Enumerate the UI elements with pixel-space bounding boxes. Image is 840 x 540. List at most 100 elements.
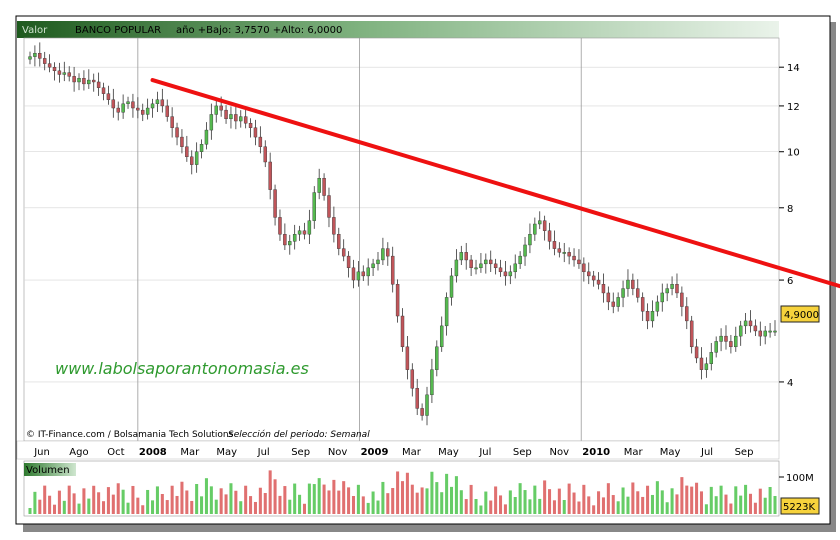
volume-bar [415, 492, 419, 514]
volume-bar [366, 502, 370, 514]
header-valor-label: Valor [22, 25, 48, 36]
candle-body [390, 255, 395, 285]
volume-bar [425, 488, 429, 514]
volume-bar [52, 504, 57, 514]
volume-bar [611, 495, 615, 514]
volume-bar [195, 484, 199, 514]
volume-bar [327, 490, 331, 514]
volume-bar [77, 503, 81, 514]
volume-bar [597, 491, 601, 514]
candle-body [371, 263, 375, 269]
candle-body [180, 136, 184, 147]
x-month-label: May [216, 447, 237, 458]
volume-bar [204, 478, 208, 514]
candle-body [278, 217, 282, 235]
volume-bar [592, 505, 596, 514]
x-month-label: Oct [107, 447, 124, 458]
candle-body [567, 252, 571, 257]
header-ticker: BANCO POPULAR [75, 25, 161, 36]
volume-scale-label: 100M [786, 473, 814, 484]
candle-body [175, 127, 179, 138]
volume-bar [636, 491, 640, 514]
volume-bar [753, 502, 757, 514]
candle-body [493, 263, 498, 269]
candle-body [577, 259, 581, 265]
candle-body [351, 267, 356, 281]
volume-bar [685, 485, 689, 514]
candle-body [52, 66, 57, 72]
candle-body [38, 53, 42, 59]
volume-bar [675, 494, 679, 514]
candle-body [415, 388, 419, 409]
volume-bar [356, 484, 360, 514]
volume-label-box [24, 463, 76, 476]
volume-bar [317, 478, 321, 514]
candle-body [734, 335, 738, 348]
x-year-label: 2009 [361, 447, 389, 458]
volume-last-value: 5223K [783, 502, 815, 513]
candle-body [346, 255, 351, 269]
candle-body [601, 284, 606, 294]
volume-bar [381, 481, 385, 514]
y-tick-label: 12 [787, 102, 800, 113]
candle-body [430, 369, 434, 396]
candle-body [645, 311, 650, 322]
candle-body [650, 311, 655, 322]
volume-bar [454, 476, 458, 514]
candle-body [131, 101, 135, 109]
candle-body [518, 255, 522, 265]
volume-bar [430, 471, 434, 514]
candle-body [665, 288, 669, 294]
candle-body [386, 248, 390, 257]
candle-body [395, 284, 400, 317]
volume-bar [371, 491, 375, 514]
volume-bar [562, 500, 566, 514]
volume-bar [391, 488, 395, 514]
volume-bar [464, 499, 468, 514]
candle-body [126, 101, 130, 105]
x-month-label: May [438, 447, 459, 458]
volume-bar [680, 477, 684, 514]
candle-body [145, 107, 150, 115]
volume-bar [567, 483, 571, 514]
candle-body [297, 230, 302, 235]
volume-bar [298, 494, 302, 514]
candle-body [655, 301, 660, 312]
volume-bar [503, 504, 507, 514]
volume-bar [361, 496, 365, 514]
volume-bar [660, 490, 664, 514]
volume-bar [239, 501, 243, 514]
candle-body [327, 195, 331, 218]
volume-bar [690, 486, 694, 514]
candle-body [582, 263, 586, 273]
candle-body [479, 263, 483, 269]
candle-body [503, 271, 508, 277]
x-month-label: Jul [478, 447, 491, 458]
candle-body [670, 284, 674, 289]
watermark-url: www.labolsaporantonomasia.es [55, 359, 309, 378]
volume-bar [518, 483, 522, 514]
candle-body [214, 105, 218, 115]
candle-body [626, 279, 630, 289]
candle-body [606, 292, 611, 303]
candle-body [542, 220, 547, 231]
x-month-label: Sep [513, 447, 532, 458]
volume-bar [200, 496, 204, 514]
candle-body [449, 275, 454, 298]
candle-body [405, 346, 410, 370]
volume-bar [513, 497, 517, 514]
volume-bar [67, 485, 71, 514]
volume-bar [28, 508, 32, 514]
candle-body [513, 263, 517, 273]
x-axis-band [16, 440, 780, 460]
candle-body [768, 330, 772, 333]
candle-body [621, 288, 625, 298]
volume-bar [155, 486, 159, 514]
x-month-label: Ago [69, 447, 88, 458]
y-tick-label: 10 [787, 148, 800, 159]
candle-body [356, 271, 361, 281]
volume-bar [131, 485, 135, 514]
candle-body [748, 320, 753, 327]
candle-body [87, 79, 91, 85]
candle-body [528, 234, 532, 246]
